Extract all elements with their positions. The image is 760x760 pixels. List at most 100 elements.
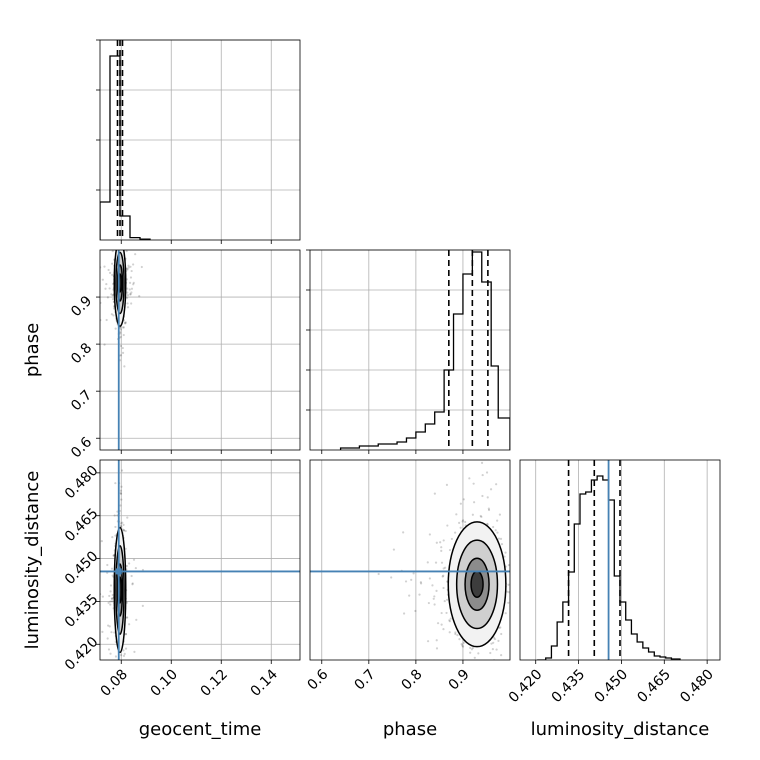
scatter-point bbox=[123, 233, 125, 235]
scatter-point bbox=[473, 501, 476, 504]
scatter-point bbox=[552, 556, 554, 558]
scatter-point bbox=[536, 559, 538, 561]
scatter-point bbox=[111, 535, 114, 539]
scatter-point bbox=[121, 326, 125, 329]
scatter-point bbox=[537, 597, 539, 599]
scatter-point bbox=[128, 281, 132, 284]
plot-area bbox=[100, 40, 151, 240]
scatter-point bbox=[126, 268, 129, 271]
scatter-point bbox=[140, 265, 143, 269]
scatter-point bbox=[107, 648, 111, 651]
scatter-point bbox=[498, 720, 500, 722]
scatter-point bbox=[106, 624, 110, 627]
scatter-point bbox=[442, 574, 445, 577]
scatter-point bbox=[542, 562, 544, 564]
contour-2 bbox=[116, 264, 124, 302]
scatter-point bbox=[121, 245, 123, 247]
grid bbox=[321, 460, 464, 660]
scatter-point bbox=[119, 331, 122, 334]
scatter-point bbox=[114, 534, 117, 537]
scatter-point bbox=[504, 612, 507, 615]
scatter-point bbox=[106, 563, 109, 567]
tick-label-x: 0.9 bbox=[446, 666, 473, 693]
scatter-point bbox=[126, 302, 129, 305]
scatter-point bbox=[497, 537, 501, 540]
scatter-point bbox=[118, 247, 120, 249]
scatter-point bbox=[499, 626, 502, 629]
hist-bar bbox=[463, 274, 472, 450]
scatter-point bbox=[105, 318, 108, 322]
scatter-point bbox=[496, 531, 499, 534]
scatter-point bbox=[463, 700, 465, 702]
scatter-point bbox=[123, 662, 125, 664]
scatter-point bbox=[111, 243, 113, 245]
scatter-point bbox=[484, 681, 486, 683]
scatter-point bbox=[120, 498, 123, 501]
hist-bar bbox=[614, 576, 620, 660]
scatter-point bbox=[122, 326, 126, 329]
scatter-point bbox=[133, 650, 136, 653]
hist-bar bbox=[482, 282, 491, 450]
scatter-point bbox=[439, 541, 442, 544]
scatter-point bbox=[544, 569, 546, 571]
scatter-point bbox=[123, 321, 127, 324]
scatter-point bbox=[131, 583, 134, 586]
scatter-point bbox=[109, 603, 112, 606]
scatter-point bbox=[446, 524, 449, 527]
axis-label-y: phase bbox=[22, 323, 43, 377]
scatter-point bbox=[437, 665, 439, 667]
hist-bar bbox=[397, 442, 406, 450]
scatter-point bbox=[114, 525, 117, 529]
scatter-point bbox=[402, 612, 406, 615]
scatter-point bbox=[124, 647, 128, 650]
plot-area bbox=[537, 460, 681, 660]
tick-label-y: 0.6 bbox=[68, 434, 95, 461]
tick-label-x: 0.450 bbox=[592, 666, 632, 706]
scatter-point bbox=[487, 507, 490, 510]
scatter-point bbox=[131, 582, 134, 585]
scatter-point bbox=[497, 639, 500, 643]
scatter-point bbox=[124, 321, 127, 324]
grid bbox=[310, 249, 510, 450]
scatter-point bbox=[126, 306, 130, 309]
scatter-point bbox=[129, 292, 132, 295]
scatter-point bbox=[110, 293, 113, 296]
scatter-point bbox=[104, 287, 107, 290]
scatter-point bbox=[126, 296, 129, 300]
tick-label-x: 0.420 bbox=[506, 666, 546, 706]
scatter-point bbox=[121, 346, 124, 350]
scatter-point bbox=[461, 644, 464, 647]
scatter-point bbox=[109, 590, 112, 593]
scatter-point bbox=[126, 287, 129, 290]
scatter-point bbox=[492, 636, 496, 639]
scatter-point bbox=[122, 228, 124, 230]
scatter-point bbox=[119, 489, 123, 492]
axis-label-x: luminosity_distance bbox=[531, 719, 710, 740]
contour-1 bbox=[115, 251, 125, 315]
scatter-point bbox=[433, 595, 436, 598]
scatter-point bbox=[110, 597, 114, 600]
scatter-point bbox=[119, 328, 123, 331]
scatter-point bbox=[446, 598, 449, 601]
scatter-point bbox=[428, 533, 431, 536]
tick-label-x: 0.480 bbox=[677, 666, 717, 706]
scatter-point bbox=[114, 244, 116, 246]
scatter-point bbox=[122, 666, 124, 668]
scatter-point bbox=[524, 575, 526, 577]
scatter-point bbox=[442, 628, 445, 631]
scatter-point bbox=[433, 603, 436, 606]
scatter-point bbox=[130, 291, 133, 294]
scatter-point bbox=[435, 647, 439, 650]
scatter-point bbox=[499, 537, 503, 540]
scatter-point bbox=[471, 513, 474, 516]
hist-bar bbox=[597, 476, 603, 660]
contour-2 bbox=[116, 563, 124, 617]
scatter-point bbox=[108, 271, 112, 274]
scatter-point bbox=[106, 637, 109, 640]
scatter-point bbox=[125, 250, 128, 253]
scatter-point bbox=[109, 652, 112, 655]
scatter-point bbox=[123, 365, 126, 368]
scatter-point bbox=[462, 641, 465, 645]
scatter-point bbox=[547, 581, 549, 583]
